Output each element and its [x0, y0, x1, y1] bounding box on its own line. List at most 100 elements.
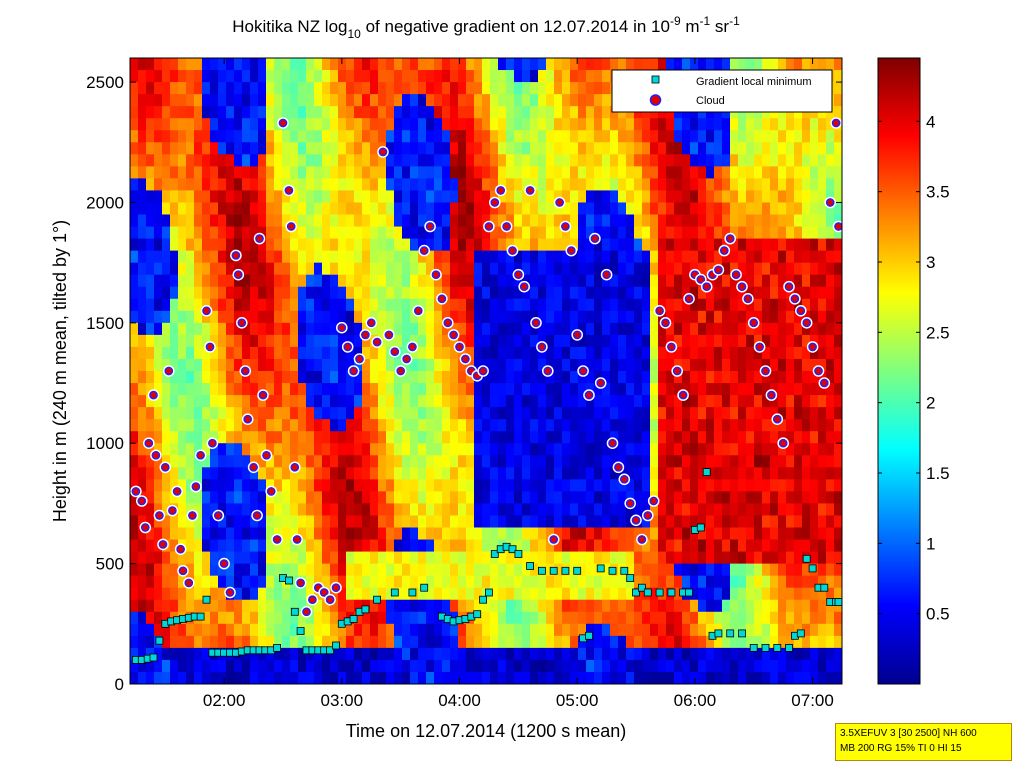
heatmap-cell — [490, 238, 499, 252]
heatmap-cell — [802, 166, 811, 179]
heatmap-cell — [298, 671, 307, 684]
heatmap-cell — [578, 310, 587, 324]
heatmap-cell — [234, 467, 243, 480]
heatmap-cell — [306, 431, 315, 444]
heatmap-cell — [242, 623, 251, 637]
heatmap-cell — [466, 262, 475, 276]
heatmap-cell — [658, 647, 667, 661]
heatmap-cell — [570, 587, 579, 601]
heatmap-cell — [234, 82, 243, 95]
heatmap-cell — [482, 527, 491, 541]
heatmap-cell — [754, 310, 763, 324]
heatmap-cell — [234, 202, 243, 216]
heatmap-cell — [794, 334, 803, 348]
heatmap-cell — [178, 190, 187, 204]
heatmap-cell — [498, 371, 507, 384]
heatmap-cell — [570, 286, 579, 300]
heatmap-cell — [602, 383, 611, 396]
heatmap-cell — [362, 178, 371, 192]
heatmap-cell — [378, 383, 387, 396]
heatmap-cell — [770, 599, 779, 613]
heatmap-cell — [642, 286, 651, 300]
cloud-marker-ring — [343, 342, 353, 352]
heatmap-cell — [514, 310, 523, 324]
heatmap-cell — [466, 431, 475, 444]
heatmap-cell — [754, 515, 763, 529]
heatmap-cell — [570, 214, 579, 228]
heatmap-cell — [146, 70, 155, 83]
cloud-marker-ring — [496, 186, 506, 195]
heatmap-cell — [258, 635, 267, 649]
heatmap-cell — [498, 383, 507, 396]
gradient-minimum-marker — [332, 641, 340, 650]
heatmap-cell — [242, 563, 251, 577]
heatmap-cell — [682, 491, 691, 505]
heatmap-cell — [754, 226, 763, 240]
heatmap-cell — [802, 659, 811, 673]
heatmap-cell — [778, 130, 787, 143]
heatmap-cell — [498, 346, 507, 360]
cloud-marker-ring — [572, 330, 582, 340]
heatmap-cell — [242, 58, 251, 71]
heatmap-cell — [202, 70, 211, 83]
heatmap-cell — [314, 178, 323, 192]
heatmap-cell — [770, 274, 779, 288]
heatmap-cell — [642, 563, 651, 577]
heatmap-cell — [330, 178, 339, 192]
heatmap-cell — [410, 455, 419, 468]
heatmap-cell — [258, 202, 267, 216]
heatmap-cell — [554, 262, 563, 276]
heatmap-cell — [506, 334, 515, 348]
heatmap-cell — [682, 190, 691, 204]
heatmap-cell — [618, 226, 627, 240]
heatmap-cell — [258, 599, 267, 613]
heatmap-cell — [490, 611, 499, 625]
heatmap-cell — [282, 659, 291, 673]
heatmap-cell — [690, 575, 699, 589]
heatmap-cell — [770, 635, 779, 649]
heatmap-cell — [562, 358, 571, 372]
heatmap-cell — [522, 178, 531, 192]
gradient-minimum-marker — [284, 576, 293, 585]
heatmap-cell — [162, 70, 171, 83]
heatmap-cell — [434, 142, 443, 155]
heatmap-cell — [322, 82, 331, 95]
heatmap-cell — [234, 190, 243, 204]
heatmap-cell — [386, 671, 395, 684]
heatmap-cell — [322, 659, 331, 673]
heatmap-cell — [442, 322, 451, 336]
heatmap-cell — [354, 106, 363, 119]
heatmap-cell — [258, 94, 267, 107]
heatmap-cell — [522, 635, 531, 649]
heatmap-cell — [138, 383, 147, 396]
heatmap-cell — [442, 479, 451, 492]
heatmap-cell — [690, 202, 699, 216]
heatmap-cell — [298, 262, 307, 276]
heatmap-cell — [138, 395, 147, 408]
heatmap-cell — [722, 154, 731, 167]
heatmap-cell — [474, 250, 483, 264]
heatmap-cell — [810, 286, 819, 300]
heatmap-cell — [386, 202, 395, 216]
heatmap-cell — [162, 322, 171, 336]
heatmap-cell — [530, 262, 539, 276]
heatmap-cell — [178, 286, 187, 300]
heatmap-cell — [170, 106, 179, 119]
heatmap-cell — [130, 659, 139, 673]
heatmap-cell — [298, 407, 307, 420]
heatmap-cell — [322, 226, 331, 240]
heatmap-cell — [730, 659, 739, 673]
heatmap-cell — [546, 551, 555, 565]
heatmap-cell — [634, 635, 643, 649]
heatmap-cell — [610, 527, 619, 541]
heatmap-cell — [522, 310, 531, 324]
heatmap-cell — [530, 214, 539, 228]
heatmap-cell — [802, 118, 811, 131]
heatmap-cell — [418, 130, 427, 143]
heatmap-cell — [594, 334, 603, 348]
heatmap-cell — [530, 479, 539, 492]
heatmap-cell — [650, 407, 659, 420]
heatmap-cell — [722, 322, 731, 336]
heatmap-cell — [818, 515, 827, 529]
heatmap-cell — [634, 226, 643, 240]
